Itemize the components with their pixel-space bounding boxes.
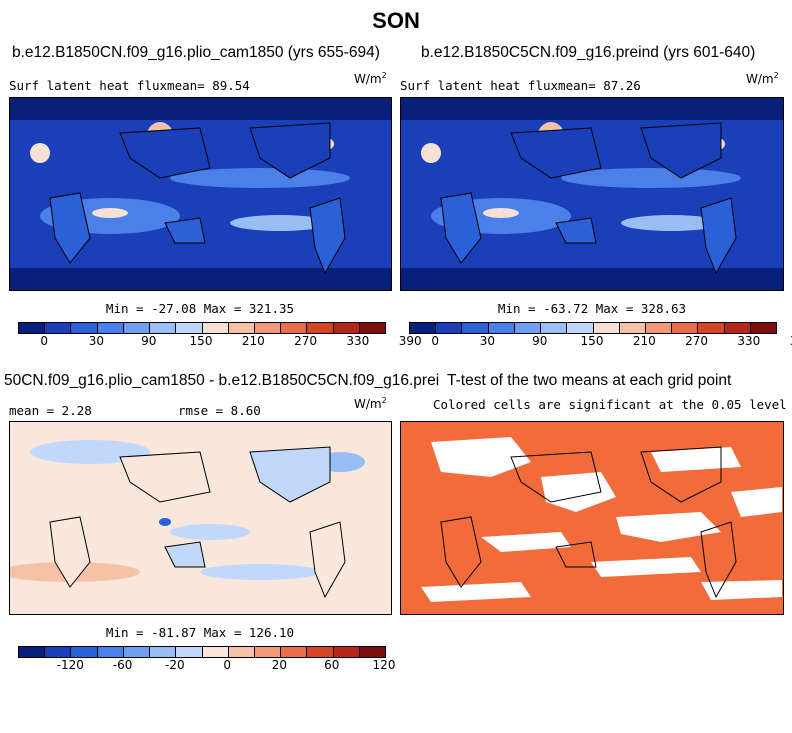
colorbar-tick-label: 330 <box>737 334 761 348</box>
panel1-map-svg <box>10 98 391 290</box>
colorbar-cell <box>150 323 177 333</box>
panel3-title: 50CN.f09_g16.plio_cam1850 - b.e12.B1850C… <box>4 372 440 389</box>
colorbar-cell <box>672 323 699 333</box>
colorbar-cell <box>281 647 308 657</box>
colorbar-cell <box>228 323 255 333</box>
colorbar-cell <box>45 323 72 333</box>
colorbar-tick-label: 210 <box>632 334 656 348</box>
colorbar-cell <box>359 323 386 333</box>
colorbar-tick-label: 390 <box>398 334 422 348</box>
panel3-minmax: Min = -81.87 Max = 126.10 <box>105 625 295 640</box>
colorbar-cell <box>176 647 203 657</box>
panel3-colorbar <box>18 646 386 658</box>
panel3-rmse-label: rmse = 8.60 <box>178 403 261 418</box>
panel3-title-clip: 50CN.f09_g16.plio_cam1850 - b.e12.B1850C… <box>0 372 440 394</box>
colorbar-cell <box>202 323 229 333</box>
colorbar-tick-label: -120 <box>56 658 84 672</box>
colorbar-cell <box>202 647 229 657</box>
colorbar-cell <box>750 323 777 333</box>
colorbar-tick-label: 20 <box>271 658 288 672</box>
panel2-mean-label: Surf latent heat fluxmean= 87.26 <box>400 78 641 93</box>
colorbar-cell <box>97 323 124 333</box>
colorbar-tick-label: 30 <box>479 334 496 348</box>
panel2-title: b.e12.B1850C5CN.f09_g16.preind (yrs 601-… <box>421 44 756 61</box>
colorbar-cell <box>593 323 620 333</box>
panel4-subtitle: Colored cells are significant at the 0.0… <box>433 397 787 412</box>
panel4-title: T-test of the two means at each grid poi… <box>447 372 732 389</box>
panel2-colorbar <box>409 322 777 334</box>
colorbar-tick-label: 30 <box>88 334 105 348</box>
colorbar-cell <box>514 323 542 333</box>
colorbar-cell <box>123 323 151 333</box>
panel1-colorbar <box>18 322 386 334</box>
colorbar-tick-label: 90 <box>141 334 157 348</box>
panel2-units: W/m2 <box>746 71 779 86</box>
colorbar-tick-label: 90 <box>532 334 548 348</box>
figure-title: SON <box>372 8 420 33</box>
colorbar-cell <box>333 647 360 657</box>
colorbar-tick-label: 0 <box>431 334 439 348</box>
colorbar-cell <box>436 323 463 333</box>
panel3-map <box>9 421 392 615</box>
colorbar-cell <box>619 323 646 333</box>
colorbar-cell <box>123 647 151 657</box>
colorbar-cell <box>45 647 72 657</box>
colorbar-tick-label: 210 <box>241 334 265 348</box>
colorbar-cell <box>19 647 46 657</box>
colorbar-tick-label: 390 <box>790 334 792 348</box>
colorbar-cell <box>410 323 437 333</box>
colorbar-cell <box>281 323 308 333</box>
panel2-map <box>400 97 784 291</box>
colorbar-tick-label: 270 <box>685 334 709 348</box>
colorbar-tick-label: -20 <box>165 658 185 672</box>
colorbar-tick-label: 150 <box>580 334 604 348</box>
panel3-map-svg <box>10 422 391 614</box>
colorbar-tick-label: -60 <box>112 658 133 672</box>
colorbar-cell <box>567 323 594 333</box>
panel3-units: W/m2 <box>354 396 387 411</box>
colorbar-cell <box>254 323 282 333</box>
colorbar-cell <box>176 323 203 333</box>
panel3-mean-label: mean = 2.28 <box>9 403 92 418</box>
colorbar-cell <box>724 323 751 333</box>
colorbar-cell <box>150 647 177 657</box>
colorbar-tick-label: 330 <box>346 334 370 348</box>
colorbar-cell <box>254 647 282 657</box>
colorbar-cell <box>307 647 334 657</box>
panel1-mean-label: Surf latent heat fluxmean= 89.54 <box>9 78 250 93</box>
colorbar-cell <box>645 323 673 333</box>
colorbar-cell <box>488 323 515 333</box>
panel1-map <box>9 97 392 291</box>
colorbar-cell <box>541 323 568 333</box>
colorbar-cell <box>307 323 334 333</box>
colorbar-tick-label: 60 <box>324 658 340 672</box>
colorbar-tick-label: 150 <box>189 334 213 348</box>
colorbar-tick-label: 120 <box>372 658 396 672</box>
panel2-minmax: Min = -63.72 Max = 328.63 <box>497 301 687 316</box>
colorbar-cell <box>228 647 255 657</box>
colorbar-cell <box>71 647 98 657</box>
panel4-map-svg <box>401 422 783 614</box>
panel1-units: W/m2 <box>354 71 387 86</box>
colorbar-tick-label: 0 <box>223 658 231 672</box>
colorbar-cell <box>19 323 46 333</box>
colorbar-cell <box>97 647 124 657</box>
colorbar-cell <box>462 323 489 333</box>
colorbar-cell <box>359 647 386 657</box>
panel1-minmax: Min = -27.08 Max = 321.35 <box>105 301 295 316</box>
colorbar-cell <box>71 323 98 333</box>
panel1-title: b.e12.B1850CN.f09_g16.plio_cam1850 (yrs … <box>12 44 380 61</box>
colorbar-tick-label: 270 <box>294 334 318 348</box>
panel4-map <box>400 421 784 615</box>
colorbar-cell <box>698 323 725 333</box>
colorbar-cell <box>333 323 360 333</box>
panel2-map-svg <box>401 98 783 290</box>
colorbar-tick-label: 0 <box>40 334 48 348</box>
